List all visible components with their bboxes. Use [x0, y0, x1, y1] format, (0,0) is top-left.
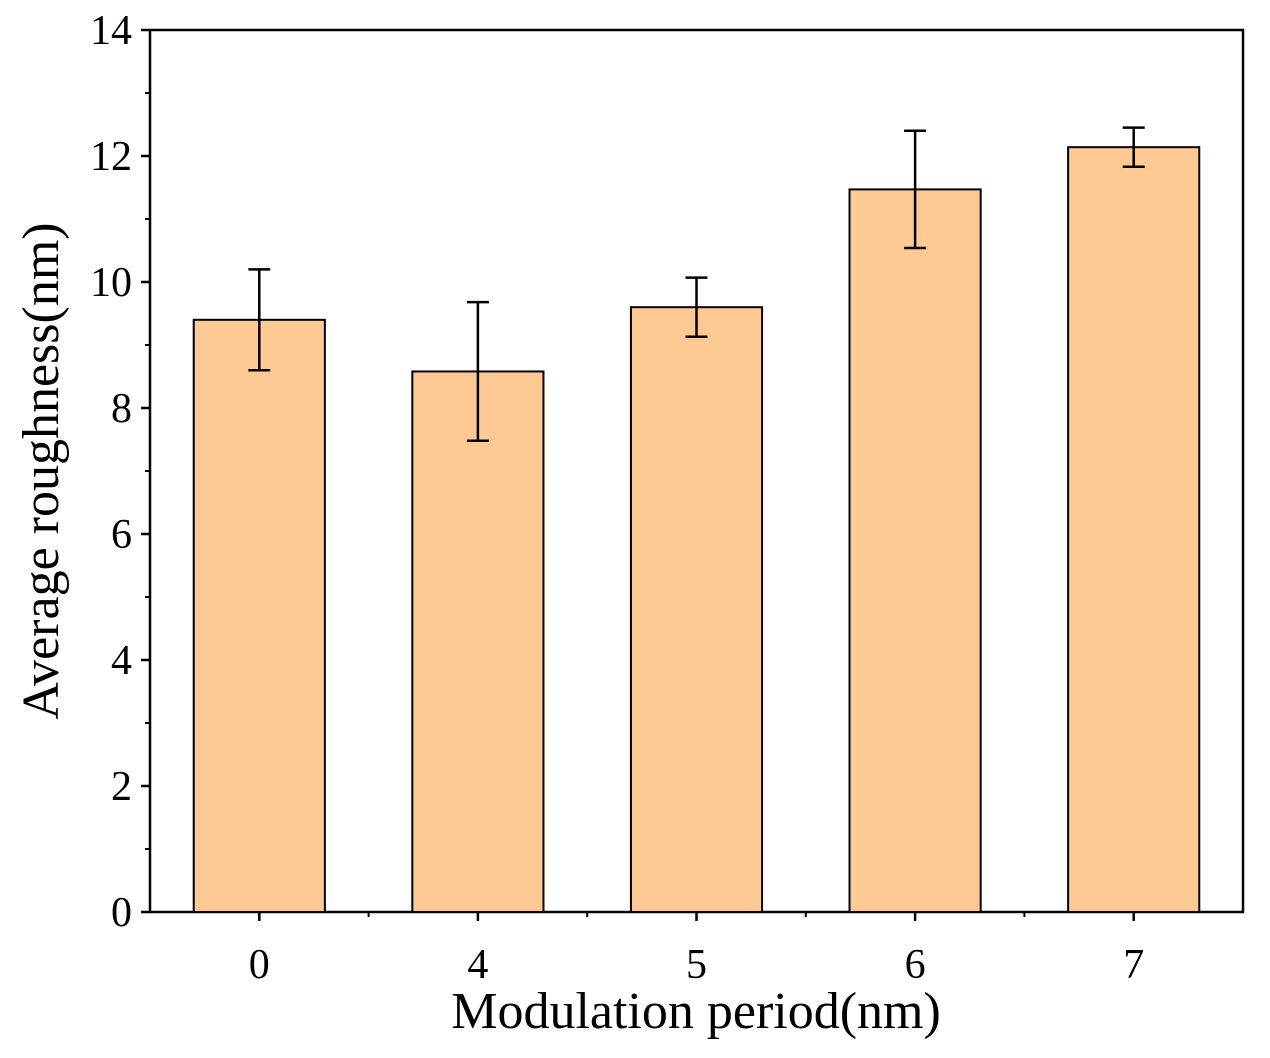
x-axis: 0 4 5 6 7: [249, 912, 1144, 988]
bars-layer: [192, 146, 1201, 913]
x-axis-title: Modulation period(nm): [451, 983, 941, 1040]
y-tick-label: 14: [90, 8, 132, 54]
errorbars-layer: [248, 126, 1145, 443]
x-tick-label: 5: [686, 942, 707, 988]
y-tick-label: 12: [90, 134, 132, 180]
y-axis-title: Average roughness(nm): [13, 222, 70, 719]
bar-5: [629, 306, 764, 913]
y-tick-label: 8: [111, 386, 132, 432]
y-tick-label: 6: [111, 512, 132, 558]
y-tick-label: 2: [111, 764, 132, 810]
x-tick-label: 0: [249, 942, 270, 988]
bar-4: [411, 370, 545, 913]
y-tick-label: 10: [90, 260, 132, 306]
y-tick-label: 0: [111, 890, 132, 936]
bar-6: [848, 188, 982, 913]
y-axis: 0 2 4 6 8 10 12 14: [90, 8, 150, 936]
bar-0: [192, 318, 326, 913]
x-tick-label: 4: [467, 942, 488, 988]
x-tick-label: 7: [1123, 942, 1144, 988]
x-tick-label: 6: [905, 942, 926, 988]
bar-7: [1067, 146, 1201, 913]
y-tick-label: 4: [111, 638, 132, 684]
